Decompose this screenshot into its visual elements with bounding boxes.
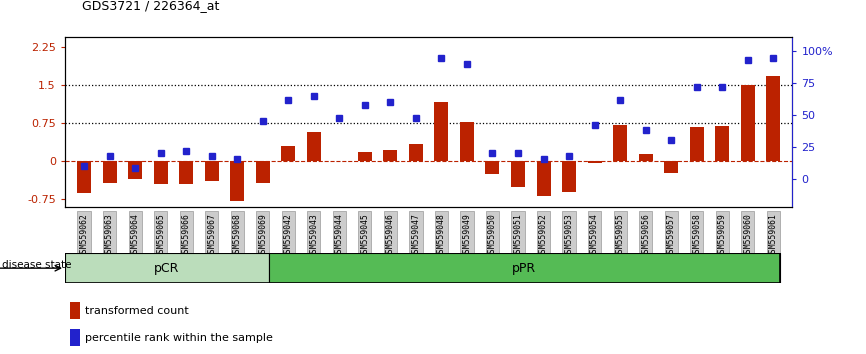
- Bar: [740, 85, 755, 161]
- Text: pCR: pCR: [154, 262, 180, 275]
- Bar: [204, 161, 219, 181]
- Bar: [766, 76, 780, 161]
- Bar: [537, 161, 551, 196]
- Bar: [69, 302, 81, 319]
- Text: GDS3721 / 226364_at: GDS3721 / 226364_at: [82, 0, 220, 12]
- Bar: [128, 161, 142, 179]
- Bar: [486, 161, 500, 173]
- Bar: [587, 161, 602, 164]
- Bar: [460, 122, 474, 161]
- Bar: [613, 125, 627, 161]
- Bar: [715, 126, 729, 161]
- FancyBboxPatch shape: [269, 253, 779, 283]
- Bar: [511, 161, 525, 187]
- Bar: [69, 329, 81, 346]
- Bar: [179, 161, 193, 184]
- Bar: [689, 127, 704, 161]
- Bar: [664, 161, 678, 173]
- Bar: [255, 161, 270, 183]
- Bar: [102, 161, 117, 183]
- Text: pPR: pPR: [513, 262, 536, 275]
- Text: disease state: disease state: [2, 259, 71, 270]
- Bar: [358, 152, 372, 161]
- Bar: [77, 161, 91, 193]
- Text: percentile rank within the sample: percentile rank within the sample: [85, 333, 273, 343]
- Bar: [281, 146, 295, 161]
- Bar: [562, 161, 576, 192]
- Bar: [384, 150, 397, 161]
- Bar: [153, 161, 168, 184]
- Text: transformed count: transformed count: [85, 306, 189, 316]
- Bar: [307, 132, 320, 161]
- Bar: [435, 102, 449, 161]
- Bar: [230, 161, 244, 201]
- FancyBboxPatch shape: [65, 253, 269, 283]
- Bar: [409, 144, 423, 161]
- Bar: [638, 154, 653, 161]
